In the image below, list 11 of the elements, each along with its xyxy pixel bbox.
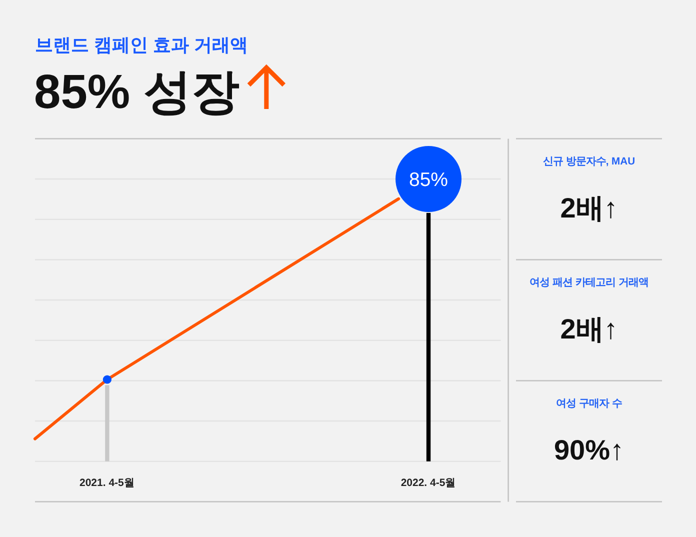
annotation: 85%: [408, 169, 448, 192]
chart-title: 브랜드 캠페인 효과 거래액: [35, 35, 248, 55]
text: 여성 구매자 수: [556, 398, 622, 410]
text: 여성 패션 카테고리 거래액: [530, 278, 648, 289]
chart-subtitle: 85% 성장: [34, 66, 240, 119]
x-tick-label: 2021. 4-5월: [80, 477, 135, 489]
x-tick-label: 2022. 4-5월: [400, 477, 456, 489]
text: 90%↑: [554, 434, 624, 466]
text: 2배↑: [560, 192, 618, 224]
text: 2배↑: [560, 314, 618, 345]
text: 신규 방문자수, MAU: [542, 156, 636, 168]
